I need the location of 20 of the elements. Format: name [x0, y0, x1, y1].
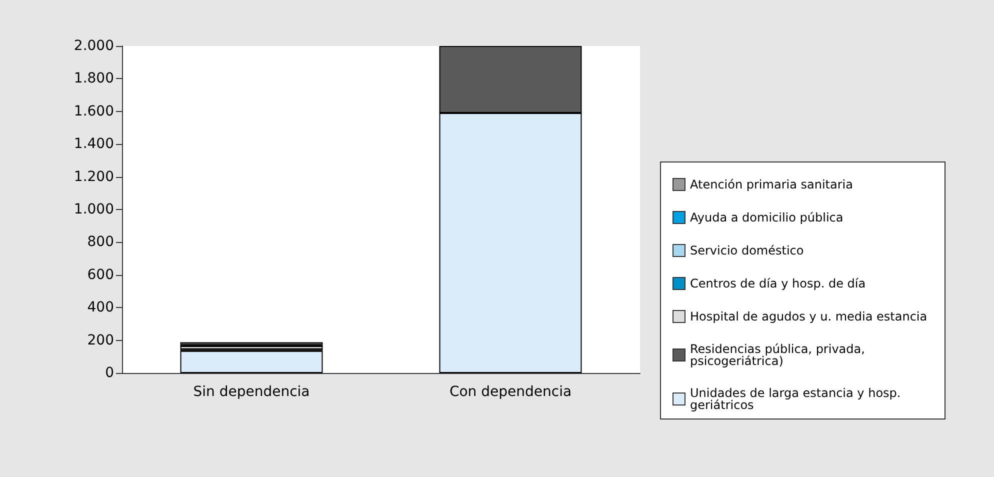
legend-label: Unidades de larga estancia y hosp. geriátricos: [690, 386, 905, 412]
y-tick-label: 600: [87, 266, 114, 283]
y-tick-label: 1.000: [74, 202, 114, 218]
legend-label: Centros de día y hosp. de día: [690, 276, 866, 290]
y-tick-label: 400: [87, 300, 114, 316]
legend-label: Atención primaria sanitaria: [690, 178, 853, 192]
legend-label: Ayuda a domicilio pública: [690, 210, 844, 224]
x-tick-label: Sin dependencia: [193, 384, 310, 400]
y-tick-label: 1.200: [74, 168, 114, 185]
y-tick-label: 1.600: [74, 103, 114, 120]
legend-label: Servicio doméstico: [690, 244, 804, 258]
legend-label: Hospital de agudos y u. media estancia: [690, 310, 928, 324]
y-tick-label: 1.800: [74, 70, 114, 87]
legend-label: Residencias pública, privada, psicogeriátrica): [690, 342, 869, 368]
y-tick-label: 800: [87, 234, 114, 250]
y-tick-label: 1.400: [74, 136, 114, 152]
y-tick-label: 2.000: [74, 38, 114, 54]
y-tick-label: 200: [87, 332, 114, 348]
x-tick-label: Con dependencia: [449, 384, 572, 400]
y-tick-label: 0: [105, 365, 114, 381]
